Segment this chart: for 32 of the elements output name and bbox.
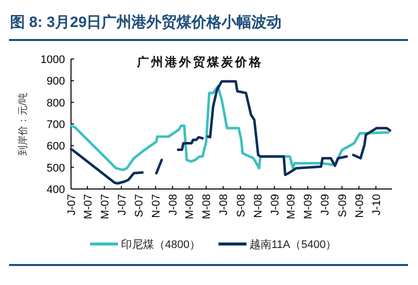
x-tick-label: N-08: [252, 194, 264, 218]
x-tick-label: N-07: [150, 194, 163, 218]
x-tick-label: M-09: [302, 194, 315, 220]
y-tick-label: 400: [46, 184, 65, 196]
x-tick-label: J-10: [370, 194, 383, 216]
y-tick-label: 800: [46, 97, 65, 110]
x-tick-label: S-08: [235, 194, 248, 218]
x-tick-label: M-07: [82, 194, 94, 220]
x-tick-label: M-08: [201, 194, 214, 220]
x-tick-label: J-09: [269, 194, 282, 216]
line-series: [70, 85, 390, 172]
x-tick-label: M-08: [184, 194, 196, 220]
x-tick-label: J-09: [320, 194, 332, 216]
x-tick-label: J-08: [168, 194, 180, 216]
y-axis-title: 到岸价：元/吨: [17, 92, 29, 156]
x-tick-label: M-07: [99, 194, 112, 220]
x-tick-label: S-09: [336, 194, 349, 218]
x-tick-label: S-07: [134, 194, 146, 218]
x-tick-label: J-07: [116, 194, 128, 216]
legend-label: 越南11A（5400）: [249, 238, 337, 251]
y-tick-label: 700: [46, 119, 65, 131]
y-tick-label: 900: [46, 76, 65, 88]
y-tick-label: 600: [46, 140, 65, 153]
chart-subtitle: 广州港外贸煤炭价格: [136, 55, 263, 69]
x-tick-label: M-09: [286, 194, 298, 220]
legend-label: 印尼煤（4800）: [121, 238, 200, 251]
y-tick-label: 500: [46, 162, 65, 174]
x-tick-label: J-08: [218, 194, 230, 216]
y-tick-label: 1000: [40, 54, 65, 66]
x-tick-label: J-07: [66, 194, 78, 216]
x-tick-label: N-09: [354, 194, 366, 218]
chart-title: 图 8: 3月29日广州港外贸煤价格小幅波动: [10, 13, 282, 31]
